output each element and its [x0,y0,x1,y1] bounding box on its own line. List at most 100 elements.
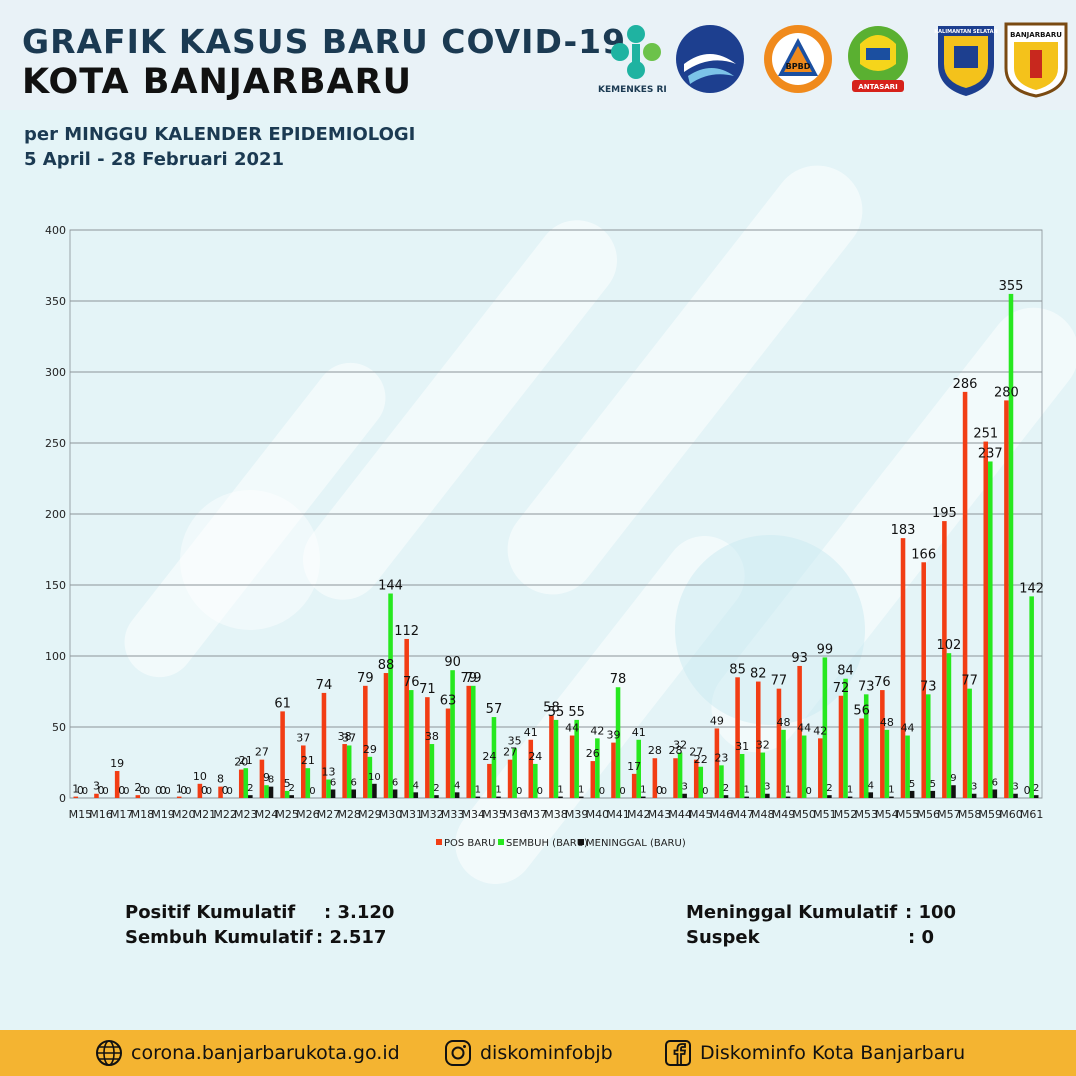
instagram-icon [445,1040,471,1066]
bar-pos [818,738,823,798]
value-label: 76 [874,675,891,690]
value-label: 82 [750,667,767,682]
x-tick-label: M34 [462,808,486,821]
value-label: 10 [368,772,381,783]
value-label: 4 [454,780,460,791]
value-label: 77 [771,674,788,689]
y-tick-label: 50 [52,721,66,734]
positive-cumulative-value: : 3.120 [324,902,395,923]
value-label: 0 [656,784,663,797]
bar-meninggal [289,795,294,798]
value-label: 24 [528,750,542,763]
bar-sembuh [801,735,807,798]
bar-pos [735,677,740,798]
bar-sembuh [512,748,517,798]
bar-sembuh [719,765,724,798]
value-label: 0 [118,784,125,797]
legend-swatch [436,839,442,845]
x-tick-label: M48 [751,808,775,821]
value-label: 13 [322,766,336,779]
bar-pos [363,685,368,798]
value-label: 1 [176,783,183,796]
footer-facebook[interactable]: Diskominfo Kota Banjarbaru [664,1038,965,1068]
bar-meninggal [496,796,501,798]
bar-sembuh [553,719,559,798]
bar-meninggal [248,795,253,798]
bar-sembuh [1029,596,1034,798]
subtitle-line-1: per MINGGU KALENDER EPIDEMIOLOGI [24,124,416,145]
bar-sembuh [595,738,600,798]
bar-pos [466,685,472,798]
value-label: 1 [495,785,501,796]
value-label: 5 [284,777,291,790]
x-tick-label: M21 [193,808,217,821]
value-label: 3 [1012,782,1018,793]
x-tick-label: M32 [420,808,444,821]
bar-pos [611,742,616,798]
value-label: 48 [776,716,790,729]
title-line-1: GRAFIK KASUS BARU COVID-19 [22,22,627,61]
value-label: 5 [930,779,936,790]
value-label: 37 [296,731,310,744]
x-tick-label: M39 [565,808,589,821]
bar-sembuh [925,694,931,798]
value-label: 355 [999,279,1024,294]
x-tick-label: M56 [917,808,941,821]
kemenkes-label: KEMENKES RI [598,85,667,95]
value-label: 56 [853,703,870,718]
value-label: 21 [301,754,315,767]
antasari-label: ANTASARI [858,83,897,91]
recovered-cumulative-value: : 2.517 [316,927,387,948]
bar-pos [445,708,451,798]
bar-pos [921,562,926,798]
value-label: 4 [868,780,874,791]
footer-website[interactable]: corona.banjarbarukota.go.id [95,1038,400,1068]
value-label: 21 [239,754,253,767]
x-tick-label: M42 [627,808,651,821]
x-tick-label: M19 [151,808,175,821]
footer-instagram[interactable]: diskominfobjb [444,1038,613,1068]
footer-bar: corona.banjarbarukota.go.id diskominfobj… [0,1030,1076,1076]
value-label: 0 [155,784,162,797]
value-label: 0 [144,786,150,797]
bar-sembuh [450,670,455,798]
bar-pos [755,681,761,798]
legend-swatch [498,839,504,845]
polda-kalsel-logo: KALIMANTAN SELATAN [934,26,998,96]
bar-sembuh [760,752,766,798]
value-label: 26 [586,747,600,760]
bpbd-label: BPBD [786,62,811,71]
legend-label: SEMBUH (BARU) [506,838,588,849]
value-label: 9 [950,773,956,784]
bar-meninggal [351,789,357,798]
value-label: 28 [669,744,683,757]
x-tick-label: M40 [586,808,610,821]
x-tick-label: M15 [69,808,93,821]
value-label: 251 [973,427,998,442]
value-label: 55 [568,705,585,720]
value-label: 6 [392,777,398,788]
value-label: 2 [723,783,729,794]
bar-sembuh [284,790,290,798]
globe-icon [96,1040,122,1066]
x-tick-label: M49 [772,808,796,821]
bar-meninggal [889,796,894,798]
bar-pos [114,771,120,798]
x-tick-label: M52 [834,808,858,821]
bar-meninggal [723,795,729,798]
website-text: corona.banjarbarukota.go.id [131,1042,400,1064]
bar-pos [73,796,79,798]
banjarbaru-logo: BANJARBARU [1004,22,1068,98]
bar-meninggal [930,790,936,798]
bar-pos [900,538,906,798]
value-label: 4 [413,780,419,791]
value-label: 85 [729,662,746,677]
x-tick-label: M46 [710,808,734,821]
value-label: 1 [578,785,584,796]
bar-sembuh [429,744,435,798]
bar-pos [631,773,637,798]
y-tick-label: 150 [45,579,66,592]
value-label: 2 [433,783,439,794]
bar-meninggal [475,796,481,798]
bar-sembuh [533,763,538,798]
